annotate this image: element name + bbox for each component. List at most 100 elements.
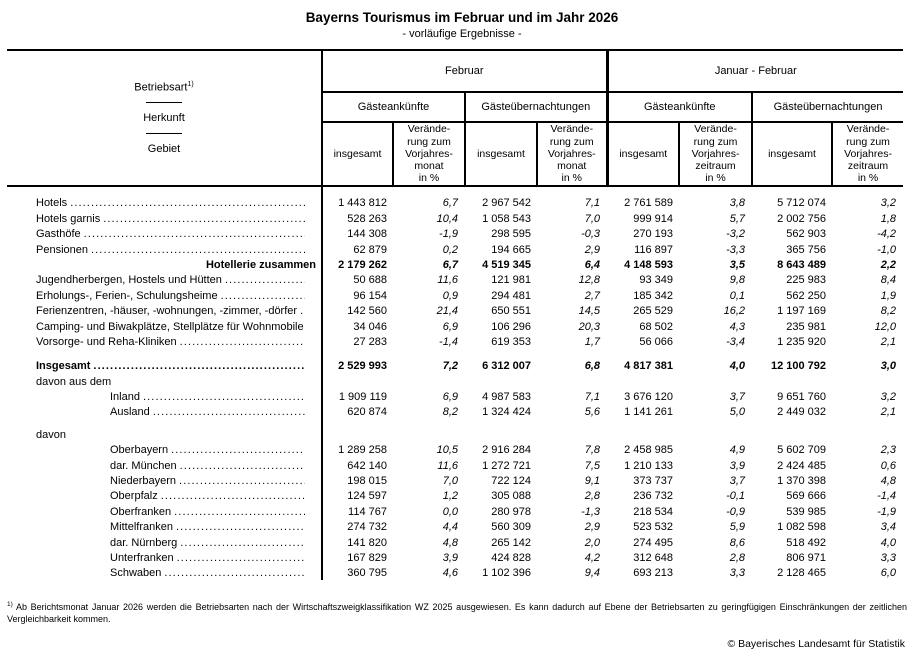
- row-label: dar. München............................…: [7, 457, 323, 473]
- value-change-pct: 4,2: [584, 551, 601, 564]
- value-total: 34 046: [353, 320, 387, 333]
- value-total: [607, 373, 679, 388]
- value-change-pct: 20,3: [578, 320, 601, 333]
- value-change-pct: 2,8: [729, 551, 746, 564]
- value-total: 27 283: [353, 335, 387, 348]
- value-total: 56 066: [639, 335, 674, 348]
- value-total: 4 148 593: [624, 258, 674, 271]
- value-change-pct: 4,3: [729, 320, 746, 333]
- value-change-pct: 3,9: [442, 551, 458, 564]
- value-total: 62 879: [353, 243, 387, 256]
- row-label: Mittelfranken...........................…: [7, 518, 323, 535]
- value-change-pct: 5,9: [729, 521, 746, 534]
- value-change-pct: 3,0: [880, 360, 897, 373]
- value-change-pct: 5,6: [584, 406, 601, 419]
- value-change-pct: 8,6: [729, 536, 746, 549]
- value-change-pct: 6,7: [442, 258, 458, 271]
- value-total: 2 128 465: [777, 567, 827, 580]
- value-change-pct: 6,9: [442, 391, 458, 404]
- value-total: 312 648: [633, 551, 674, 564]
- value-total: 167 829: [347, 551, 387, 564]
- table-row: Insgesamt...............................…: [7, 348, 903, 374]
- value-change-pct: 21,4: [436, 305, 458, 318]
- value-change-pct: 7,1: [584, 391, 601, 404]
- value-change-pct: 3,3: [880, 551, 897, 564]
- value-total: 562 250: [786, 289, 827, 302]
- row-label: Insgesamt...............................…: [7, 348, 323, 374]
- leader-dots: ........................................…: [70, 197, 305, 210]
- value-change-pct: 3,2: [880, 391, 897, 404]
- value-total: 185 342: [633, 289, 674, 302]
- leader-dots: ........................................…: [224, 274, 305, 287]
- value-total: 4 519 345: [482, 258, 531, 271]
- col-header-veraenderung-zeitraum: Verände- rung zum Vorjahres- zeitraum in…: [832, 122, 904, 187]
- leader-dots: ........................................…: [220, 289, 305, 302]
- leader-dots: ........................................…: [300, 305, 305, 318]
- value-total: 1 289 258: [338, 444, 387, 457]
- value-change-pct: 14,5: [578, 305, 601, 318]
- value-total: 360 795: [347, 567, 387, 580]
- stub-divider: [146, 102, 182, 104]
- table-row: davon aus dem: [7, 373, 903, 389]
- col-header-insgesamt: insgesamt: [607, 122, 681, 187]
- value-change-pct: [537, 419, 607, 441]
- value-total: 999 914: [633, 212, 674, 225]
- value-change-pct: 4,8: [442, 536, 458, 549]
- value-total: 5 602 709: [777, 444, 827, 457]
- stub-header: Betriebsart1) Herkunft Gebiet: [7, 50, 323, 187]
- value-change-pct: [832, 373, 903, 388]
- table-row: Mittelfranken...........................…: [7, 518, 903, 535]
- value-total: 620 874: [347, 406, 387, 419]
- value-total: 265 529: [633, 305, 674, 318]
- col-header-insgesamt: insgesamt: [322, 122, 394, 187]
- value-change-pct: 2,1: [880, 335, 897, 348]
- footnote-text: Ab Berichtsmonat Januar 2026 werden die …: [7, 602, 907, 624]
- table-row: Oberfranken.............................…: [7, 503, 903, 519]
- value-total: 523 532: [633, 521, 674, 534]
- value-change-pct: 7,2: [442, 360, 458, 373]
- copyright: © Bayerisches Landesamt für Statistik: [727, 638, 905, 651]
- value-total: 294 481: [491, 289, 531, 302]
- value-total: 365 756: [786, 243, 827, 256]
- row-label: Hotels garnis...........................…: [7, 210, 323, 226]
- row-label: Oberpfalz...............................…: [7, 488, 323, 504]
- row-label: davon aus dem: [7, 373, 323, 389]
- table-row: Inland..................................…: [7, 388, 903, 405]
- row-label: Gasthöfe................................…: [7, 225, 323, 242]
- table-row: Gasthöfe................................…: [7, 225, 903, 242]
- value-change-pct: 9,8: [729, 274, 746, 287]
- value-total: 2 529 993: [338, 360, 387, 373]
- leader-dots: ........................................…: [160, 490, 305, 503]
- value-change-pct: 3,7: [729, 391, 746, 404]
- value-change-pct: 5,0: [729, 406, 746, 419]
- value-change-pct: 2,9: [584, 521, 601, 534]
- value-total: 373 737: [633, 475, 674, 488]
- table-row: Ferienzentren, -häuser, -wohnungen, -zim…: [7, 302, 903, 319]
- value-change-pct: 3,4: [880, 521, 897, 534]
- value-total: 2 458 985: [624, 444, 674, 457]
- value-change-pct: 0,2: [442, 243, 458, 256]
- value-change-pct: 11,6: [437, 274, 458, 287]
- value-change-pct: 5,7: [729, 212, 746, 225]
- leader-dots: ........................................…: [103, 212, 305, 225]
- value-change-pct: -0,3: [581, 228, 601, 241]
- value-total: 142 560: [347, 305, 387, 318]
- value-total: 722 124: [491, 475, 531, 488]
- value-change-pct: 3,9: [729, 459, 746, 472]
- value-change-pct: 1,7: [584, 335, 601, 348]
- value-change-pct: [393, 373, 465, 388]
- value-change-pct: 6,4: [584, 258, 601, 271]
- table-row: Pensionen...............................…: [7, 241, 903, 257]
- value-change-pct: 1,9: [880, 289, 897, 302]
- value-change-pct: 10,5: [436, 444, 458, 457]
- value-change-pct: [679, 373, 752, 388]
- col-header-insgesamt: insgesamt: [752, 122, 834, 187]
- value-total: 569 666: [786, 490, 827, 503]
- table-row: davon: [7, 419, 903, 442]
- table-row: Ausland.................................…: [7, 404, 903, 420]
- value-change-pct: -1,4: [439, 335, 458, 348]
- value-change-pct: 12,8: [578, 274, 601, 287]
- leader-dots: ........................................…: [171, 444, 305, 457]
- value-change-pct: 9,4: [584, 567, 601, 580]
